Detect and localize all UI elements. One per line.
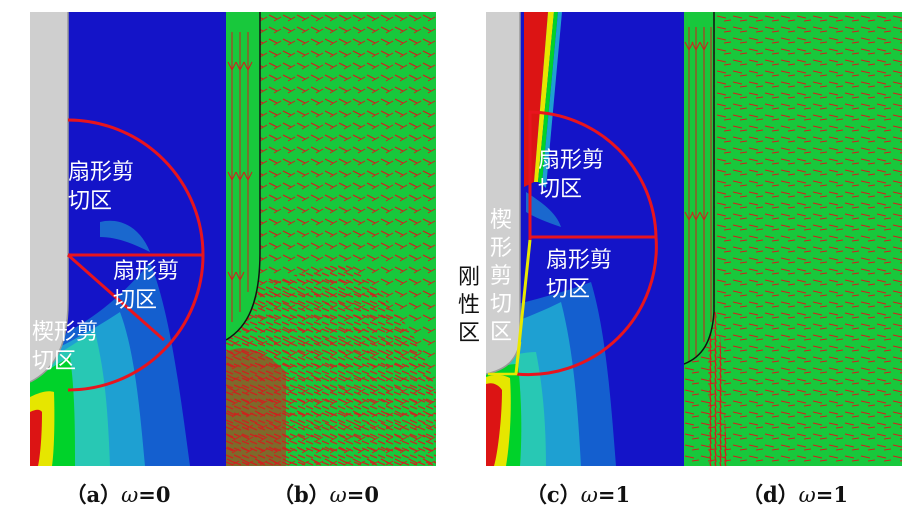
caption-c: （c）ω=1 — [525, 482, 631, 507]
fan-zone-label-c-mid: 扇形剪切区 — [546, 248, 613, 302]
vector-plot-b — [226, 12, 436, 466]
panel-b-vector — [226, 12, 436, 466]
fan-zone-label-a-mid: 扇形剪切区 — [113, 259, 180, 313]
wedge-zone-label-c: 楔形剪切区 — [489, 208, 512, 345]
rigid-zone-label-c: 刚性区 — [457, 265, 480, 346]
panel-a-contour — [30, 12, 226, 466]
caption-b: （b）ω=0 — [272, 482, 380, 507]
vector-plot-d — [684, 12, 902, 466]
panel-d-vector — [684, 12, 902, 466]
panel-c-contour — [486, 12, 684, 466]
contour-plot-c — [486, 12, 684, 466]
contour-plot-a — [30, 12, 226, 466]
wedge-zone-label-a: 楔形剪切区 — [32, 320, 99, 374]
caption-d: （d）ω=1 — [741, 482, 849, 507]
fan-zone-label-a-top: 扇形剪切区 — [68, 160, 135, 214]
fan-zone-label-c-top: 扇形剪切区 — [538, 148, 605, 202]
caption-a: （a）ω=0 — [65, 482, 171, 507]
